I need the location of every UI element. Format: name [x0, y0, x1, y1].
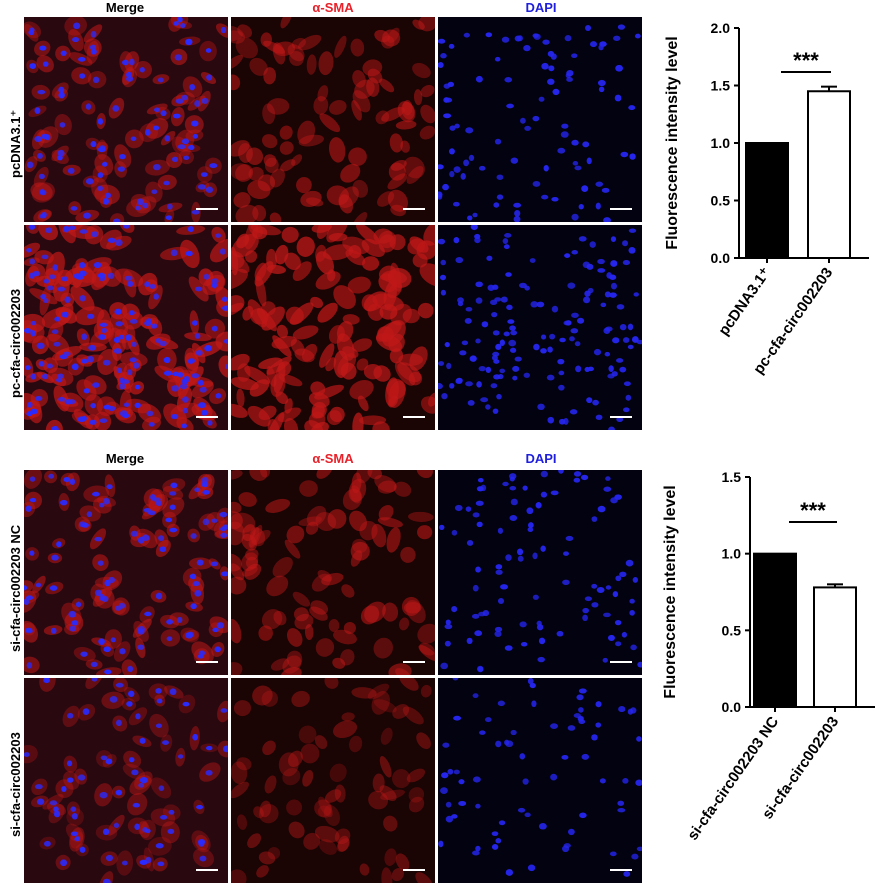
micrograph-merge-pc-circ	[24, 225, 228, 430]
micrograph-image	[24, 17, 228, 222]
bar	[807, 90, 851, 259]
bar	[813, 586, 857, 708]
y-tick-label: 0.5	[711, 193, 731, 209]
column-header-dapi-bottom: DAPI	[525, 451, 557, 466]
micrograph-image	[438, 225, 642, 430]
micrograph-image	[438, 17, 642, 222]
micrograph-image	[231, 470, 435, 675]
significance-label: ***	[800, 498, 826, 523]
scale-bar	[610, 416, 632, 418]
x-tick-label: si-cfa-circ002203 NC	[684, 713, 782, 843]
bar-chart-svg: 0.0 0.5 1.0 1.5 2.0 Fluorescence intensity le…	[664, 20, 869, 377]
micrograph-merge-si-nc	[24, 470, 228, 675]
y-tick-label: 1.5	[722, 469, 742, 485]
column-header-merge-top: Merge	[105, 0, 145, 15]
scale-bar	[403, 869, 425, 871]
micrograph-dapi-si-circ	[438, 678, 642, 883]
micrograph-image	[24, 470, 228, 675]
y-tick-label: 0.5	[722, 622, 742, 638]
micrograph-merge-si-circ	[24, 678, 228, 883]
micrograph-sma-pcdna	[231, 17, 435, 222]
micrograph-dapi-si-nc	[438, 470, 642, 675]
row-label-si-circ: si-cfa-circ002203	[8, 732, 23, 837]
scale-bar	[610, 661, 632, 663]
y-tick-label: 1.0	[722, 546, 742, 562]
micrograph-sma-si-circ	[231, 678, 435, 883]
scale-bar	[403, 208, 425, 210]
scale-bar	[196, 869, 218, 871]
column-header-merge-bottom: Merge	[105, 451, 145, 466]
row-label-pcdna: pcDNA3.1⁺	[8, 109, 23, 178]
micrograph-dapi-pcdna	[438, 17, 642, 222]
micrograph-image	[438, 470, 642, 675]
row-label-pc-circ: pc-cfa-circ002203	[8, 288, 23, 398]
micrograph-merge-pcdna	[24, 17, 228, 222]
micrograph-image	[231, 678, 435, 883]
micrograph-image	[24, 225, 228, 430]
bar	[753, 552, 797, 708]
y-tick-label: 0.0	[711, 250, 731, 266]
bar-chart-svg: 0.0 0.5 1.0 1.5 Fluorescence intensity level…	[662, 469, 875, 844]
scale-bar	[610, 208, 632, 210]
micrograph-image	[24, 678, 228, 883]
micrograph-sma-pc-circ	[231, 225, 435, 430]
scale-bar	[403, 416, 425, 418]
row-label-si-nc: si-cfa-circ002203 NC	[8, 524, 23, 652]
y-axis-label: Fluorescence intensity level	[664, 36, 681, 249]
significance-label: ***	[793, 48, 819, 73]
y-tick-label: 1.0	[711, 135, 731, 151]
column-header-sma-top: α-SMA	[312, 0, 354, 15]
scale-bar	[403, 661, 425, 663]
column-header-dapi-top: DAPI	[525, 0, 557, 15]
x-tick-label: pcDNA3.1⁺	[715, 264, 774, 338]
scale-bar	[196, 661, 218, 663]
y-tick-label: 2.0	[711, 20, 731, 36]
micrograph-image	[231, 225, 435, 430]
bar-chart-overexpression: 0.0 0.5 1.0 1.5 2.0 Fluorescence intensity le…	[655, 0, 892, 420]
micrograph-dapi-pc-circ	[438, 225, 642, 430]
y-axis-label: Fluorescence intensity level	[662, 485, 679, 698]
y-tick-label: 1.5	[711, 78, 731, 94]
scale-bar	[196, 416, 218, 418]
bar	[745, 142, 789, 259]
scale-bar	[196, 208, 218, 210]
y-tick-label: 0.0	[722, 699, 742, 715]
column-header-sma-bottom: α-SMA	[312, 451, 354, 466]
micrograph-sma-si-nc	[231, 470, 435, 675]
scale-bar	[610, 869, 632, 871]
micrograph-image	[438, 678, 642, 883]
bar-chart-knockdown: 0.0 0.5 1.0 1.5 Fluorescence intensity level…	[655, 450, 892, 880]
micrograph-image	[231, 17, 435, 222]
